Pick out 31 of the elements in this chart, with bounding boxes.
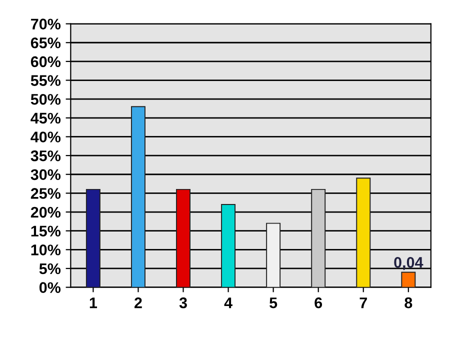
bar (356, 178, 371, 288)
y-tick-label: 15% (31, 226, 61, 237)
x-tick-label: 2 (134, 297, 142, 308)
bar (176, 188, 190, 288)
y-tick-label: 35% (30, 150, 61, 162)
bar (130, 106, 146, 288)
bar (86, 188, 100, 288)
x-tick-label: 3 (179, 297, 187, 308)
y-tick-label: 40% (30, 132, 61, 142)
x-tick-label: 7 (360, 298, 367, 308)
y-tick-label: 70% (31, 18, 61, 30)
y-tick-label: 0% (39, 282, 61, 293)
y-tick-label: 65% (30, 37, 61, 48)
x-tick-label: 5 (270, 298, 278, 308)
x-tick-label: 8 (404, 297, 412, 308)
y-tick-label: 20% (30, 206, 61, 218)
y-tick-label: 50% (30, 94, 61, 105)
bar (221, 204, 236, 288)
y-tick-label: 25% (30, 188, 61, 199)
y-tick-label: 10% (31, 244, 61, 256)
x-tick-label: 4 (224, 298, 232, 308)
bar (401, 272, 416, 288)
y-tick-label: 60% (30, 56, 61, 68)
x-tick-label: 1 (90, 298, 98, 308)
y-tick-label: 55% (30, 75, 61, 86)
y-tick-label: 5% (39, 263, 61, 274)
x-tick-label: 6 (314, 297, 322, 308)
bar (311, 188, 326, 288)
y-tick-label: 30% (30, 169, 61, 180)
y-tick-label: 45% (30, 112, 61, 124)
data-label: 0,04 (394, 257, 424, 270)
